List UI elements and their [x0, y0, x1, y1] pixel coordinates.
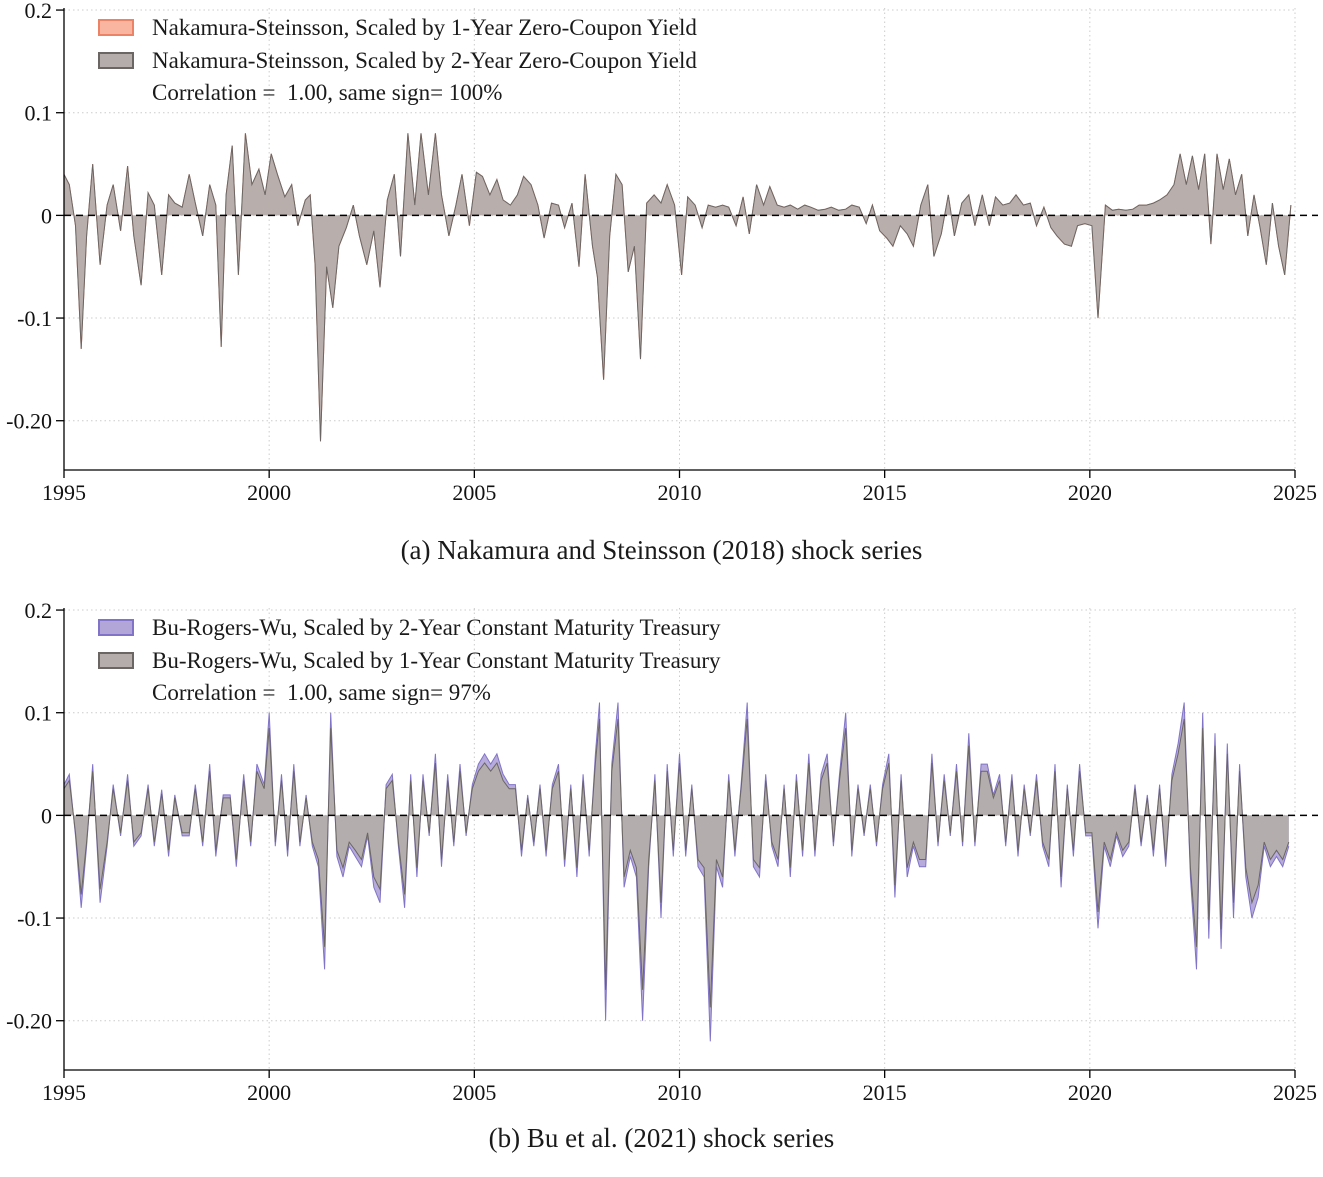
- y-tick-label: 0.1: [25, 701, 53, 726]
- y-tick-label: 0.1: [25, 101, 53, 126]
- x-tick-label: 2000: [247, 480, 291, 500]
- x-tick-label: 2015: [863, 1080, 907, 1100]
- legend-swatch-ns-1yr: [98, 19, 134, 37]
- legend-label-brw-1yr: Bu-Rogers-Wu, Scaled by 1-Year Constant …: [152, 647, 721, 673]
- legend-item: Bu-Rogers-Wu, Scaled by 1-Year Constant …: [98, 647, 721, 675]
- x-tick-label: 2010: [658, 1080, 702, 1100]
- panel-b-legend: Bu-Rogers-Wu, Scaled by 2-Year Constant …: [98, 614, 721, 707]
- x-tick-label: 2000: [247, 1080, 291, 1100]
- x-tick-label: 2025: [1273, 480, 1317, 500]
- x-tick-label: 2015: [863, 480, 907, 500]
- legend-item: Bu-Rogers-Wu, Scaled by 2-Year Constant …: [98, 614, 721, 642]
- panel-a-legend: Nakamura-Steinsson, Scaled by 1-Year Zer…: [98, 14, 697, 107]
- panel-a: 0.2 0.1 0 -0.1 -0.20 1995 2000 2005 2010 2015 2020…: [0, 0, 1323, 565]
- x-tick-label: 2020: [1068, 1080, 1112, 1100]
- x-tick-label: 2010: [658, 480, 702, 500]
- panel-b-plot-area: 0.2 0.1 0 -0.1 -0.20 1995 2000 2005 2010 2015 2020…: [0, 600, 1323, 1100]
- legend-item: Correlation = 1.00, same sign= 97%: [98, 679, 721, 707]
- legend-correlation-note-b: Correlation = 1.00, same sign= 97%: [152, 680, 491, 706]
- series-area-0: [64, 702, 1289, 1042]
- y-tick-label: -0.20: [6, 409, 52, 434]
- series-area-1: [64, 718, 1289, 1008]
- series-line-1: [63, 133, 1292, 442]
- legend-swatch-brw-1yr: [98, 651, 134, 669]
- series-area-1: [64, 133, 1291, 442]
- y-tick-label: -0.1: [17, 306, 52, 331]
- y-tick-label: 0.2: [25, 0, 53, 23]
- legend-label-ns-1yr: Nakamura-Steinsson, Scaled by 1-Year Zer…: [152, 15, 697, 40]
- panel-b: 0.2 0.1 0 -0.1 -0.20 1995 2000 2005 2010 2015 2020…: [0, 600, 1323, 1177]
- x-tick-label: 2005: [452, 1080, 496, 1100]
- y-tick-label: -0.20: [6, 1009, 52, 1034]
- panel-a-plot-area: 0.2 0.1 0 -0.1 -0.20 1995 2000 2005 2010 2015 2020…: [0, 0, 1323, 500]
- panel-b-chart: 0.2 0.1 0 -0.1 -0.20 1995 2000 2005 2010 2015 2020…: [6, 600, 1318, 1100]
- legend-label-ns-2yr: Nakamura-Steinsson, Scaled by 2-Year Zer…: [152, 47, 697, 73]
- x-tick-label: 2005: [452, 480, 496, 500]
- y-tick-label: -0.1: [17, 906, 52, 931]
- panel-a-caption: (a) Nakamura and Steinsson (2018) shock …: [400, 534, 923, 565]
- legend-label-brw-2yr: Bu-Rogers-Wu, Scaled by 2-Year Constant …: [152, 615, 721, 640]
- legend-swatch-brw-2yr: [98, 619, 134, 637]
- series-line-1: [63, 718, 1290, 1008]
- y-tick-label: 0: [41, 203, 52, 228]
- panel-b-caption: (b) Bu et al. (2021) shock series: [488, 1123, 835, 1153]
- legend-item: Nakamura-Steinsson, Scaled by 1-Year Zer…: [98, 14, 697, 42]
- y-tick-label: 0: [41, 803, 52, 828]
- legend-correlation-note-a: Correlation = 1.00, same sign= 100%: [152, 80, 503, 106]
- y-tick-label: 0.2: [25, 600, 53, 623]
- legend-item: Correlation = 1.00, same sign= 100%: [98, 79, 697, 107]
- legend-swatch-ns-2yr: [98, 51, 134, 69]
- x-tick-label: 1995: [42, 1080, 86, 1100]
- legend-item: Nakamura-Steinsson, Scaled by 2-Year Zer…: [98, 47, 697, 75]
- x-tick-label: 1995: [42, 480, 86, 500]
- x-tick-label: 2025: [1273, 1080, 1317, 1100]
- x-tick-label: 2020: [1068, 480, 1112, 500]
- panel-a-chart: 0.2 0.1 0 -0.1 -0.20 1995 2000 2005 2010 2015 2020…: [6, 0, 1318, 500]
- series-line-0: [63, 702, 1290, 1042]
